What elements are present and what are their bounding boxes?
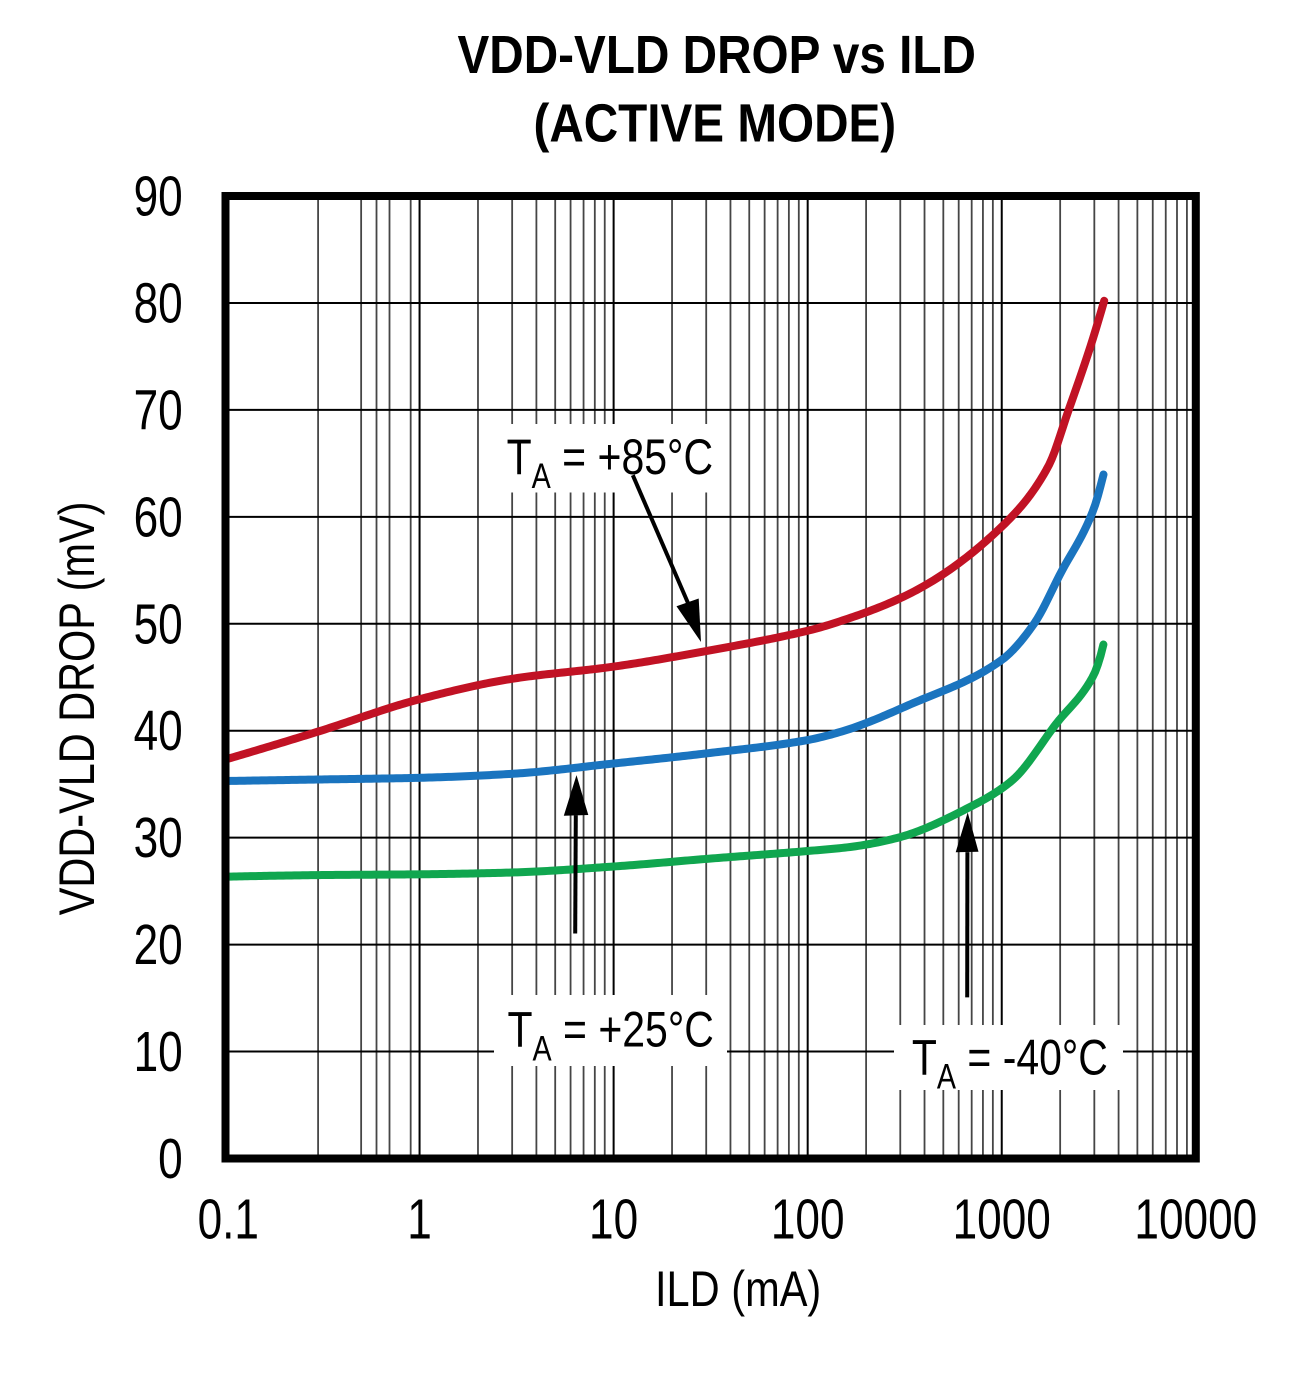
svg-text:60: 60	[134, 485, 183, 549]
svg-text:70: 70	[134, 378, 183, 442]
svg-text:10: 10	[589, 1187, 638, 1251]
svg-text:(ACTIVE MODE): (ACTIVE MODE)	[533, 93, 896, 153]
svg-text:0.1: 0.1	[198, 1187, 259, 1251]
svg-text:VDD-VLD DROP (mV): VDD-VLD DROP (mV)	[48, 502, 105, 916]
svg-text:1: 1	[407, 1187, 432, 1251]
svg-text:100: 100	[771, 1187, 845, 1251]
svg-text:0: 0	[158, 1127, 183, 1191]
svg-text:50: 50	[134, 592, 183, 656]
svg-text:80: 80	[134, 271, 183, 335]
svg-text:1000: 1000	[953, 1187, 1051, 1251]
svg-text:ILD (mA): ILD (mA)	[655, 1260, 821, 1317]
svg-text:VDD-VLD DROP vs ILD: VDD-VLD DROP vs ILD	[457, 25, 976, 85]
svg-text:20: 20	[134, 913, 183, 977]
svg-text:10: 10	[134, 1020, 183, 1084]
svg-text:10000: 10000	[1134, 1187, 1257, 1251]
svg-text:30: 30	[134, 806, 183, 870]
svg-text:40: 40	[134, 699, 183, 763]
svg-text:90: 90	[134, 164, 183, 228]
